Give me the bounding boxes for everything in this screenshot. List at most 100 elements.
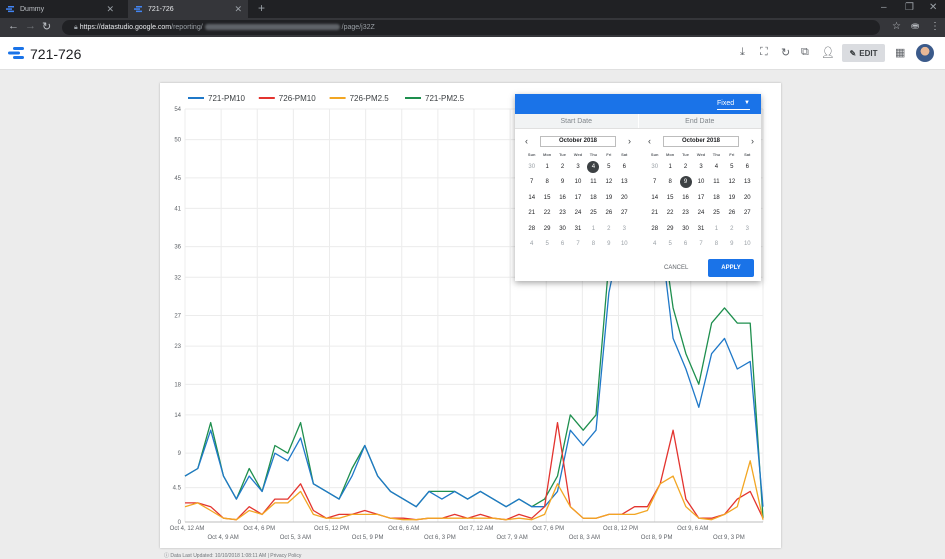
day-cell[interactable]: 4 (530, 241, 534, 248)
day-cell[interactable]: 6 (745, 163, 749, 170)
day-cell[interactable]: 9 (678, 175, 693, 191)
prev-month-icon[interactable]: ‹ (525, 136, 528, 146)
download-icon[interactable]: ⤓ (740, 46, 745, 58)
day-cell[interactable]: 20 (620, 194, 628, 201)
day-cell[interactable]: 11 (590, 179, 597, 186)
close-window-icon[interactable]: ✕ (929, 2, 938, 13)
day-cell[interactable]: 2 (607, 225, 611, 232)
day-cell[interactable]: 30 (528, 163, 536, 170)
day-cell[interactable]: 29 (543, 225, 551, 232)
day-cell[interactable]: 29 (666, 225, 674, 232)
browser-tab-721-726[interactable]: 721-726 ✕ (128, 0, 248, 18)
day-cell[interactable]: 25 (713, 210, 720, 217)
day-cell[interactable]: 8 (668, 179, 672, 186)
apply-button[interactable]: APPLY (708, 259, 754, 277)
day-cell[interactable]: 30 (559, 225, 566, 232)
next-month-icon[interactable]: › (751, 136, 754, 146)
address-bar[interactable]: 🔒︎ https://datastudio.google.com/reporti… (62, 20, 880, 35)
share-icon[interactable]: 👤︎ (821, 47, 835, 59)
day-cell[interactable]: 8 (591, 241, 596, 248)
month-selector[interactable]: October 2018 (663, 136, 739, 147)
day-cell[interactable]: 1 (668, 163, 672, 170)
datastudio-logo-icon[interactable] (8, 47, 24, 59)
day-cell[interactable]: 11 (713, 179, 720, 186)
day-cell[interactable]: 12 (605, 179, 613, 186)
day-cell[interactable]: 5 (607, 163, 611, 170)
prev-month-icon[interactable]: ‹ (648, 136, 651, 146)
day-cell[interactable]: 16 (682, 194, 689, 201)
fullscreen-icon[interactable]: ⛶ (760, 46, 768, 58)
day-cell[interactable]: 12 (728, 179, 736, 186)
day-cell[interactable]: 14 (651, 194, 659, 201)
day-cell[interactable]: 10 (743, 241, 751, 248)
day-cell[interactable]: 7 (530, 179, 534, 186)
day-cell[interactable]: 4 (714, 163, 719, 170)
day-cell[interactable]: 2 (560, 163, 565, 170)
browser-tab-dummy[interactable]: Dummy ✕ (0, 0, 120, 18)
day-cell[interactable]: 24 (697, 210, 705, 217)
user-avatar[interactable] (916, 44, 934, 62)
day-cell[interactable]: 2 (730, 225, 734, 232)
forward-icon[interactable]: → (25, 20, 36, 32)
selected-day[interactable]: 9 (679, 176, 692, 189)
day-cell[interactable]: 5 (668, 241, 672, 248)
day-cell[interactable]: 4 (653, 241, 657, 248)
day-cell[interactable]: 1 (591, 225, 596, 232)
day-cell[interactable]: 18 (713, 194, 720, 201)
day-cell[interactable]: 1 (714, 225, 719, 232)
reload-icon[interactable]: ↻ (42, 21, 52, 33)
day-cell[interactable]: 9 (730, 241, 734, 248)
day-cell[interactable]: 22 (543, 210, 551, 217)
day-cell[interactable]: 24 (574, 210, 582, 217)
day-cell[interactable]: 15 (543, 194, 551, 201)
minimize-icon[interactable]: – (881, 2, 887, 13)
day-cell[interactable]: 7 (699, 241, 703, 248)
day-cell[interactable]: 23 (559, 210, 566, 217)
day-cell[interactable]: 3 (745, 225, 749, 232)
incognito-icon[interactable]: ⛂ (911, 21, 920, 32)
day-cell[interactable]: 5 (545, 241, 549, 248)
back-icon[interactable]: ← (8, 20, 19, 32)
day-cell[interactable]: 10 (697, 179, 705, 186)
day-cell[interactable]: 23 (682, 210, 689, 217)
day-cell[interactable]: 28 (651, 225, 659, 232)
new-tab-icon[interactable]: + (258, 1, 266, 15)
day-cell[interactable]: 7 (653, 179, 657, 186)
day-cell[interactable]: 30 (651, 163, 659, 170)
next-month-icon[interactable]: › (628, 136, 631, 146)
bookmark-star-icon[interactable]: ☆ (892, 21, 901, 32)
day-cell[interactable]: 3 (699, 163, 703, 170)
day-cell[interactable]: 22 (666, 210, 674, 217)
day-cell[interactable]: 16 (559, 194, 566, 201)
day-cell[interactable]: 15 (666, 194, 674, 201)
day-cell[interactable]: 13 (620, 179, 628, 186)
day-cell[interactable]: 10 (574, 179, 582, 186)
day-cell[interactable]: 21 (651, 210, 659, 217)
day-cell[interactable]: 4 (586, 159, 601, 175)
day-cell[interactable]: 28 (528, 225, 536, 232)
day-cell[interactable]: 31 (697, 225, 705, 232)
selected-day[interactable]: 4 (587, 160, 600, 173)
day-cell[interactable]: 5 (730, 163, 734, 170)
day-cell[interactable]: 25 (590, 210, 597, 217)
day-cell[interactable]: 17 (697, 194, 705, 201)
month-selector[interactable]: October 2018 (540, 136, 616, 147)
day-cell[interactable]: 19 (728, 194, 736, 201)
day-cell[interactable]: 1 (545, 163, 549, 170)
day-cell[interactable]: 3 (576, 163, 580, 170)
day-cell[interactable]: 26 (728, 210, 736, 217)
day-cell[interactable]: 8 (545, 179, 549, 186)
day-cell[interactable]: 20 (743, 194, 751, 201)
day-cell[interactable]: 6 (560, 241, 565, 248)
apps-grid-icon[interactable]: ▦ (895, 47, 906, 59)
day-cell[interactable]: 10 (620, 241, 628, 248)
day-cell[interactable]: 30 (682, 225, 689, 232)
chrome-menu-icon[interactable]: ⋮ (930, 21, 940, 32)
day-cell[interactable]: 9 (607, 241, 611, 248)
restore-icon[interactable]: ❐ (905, 2, 914, 13)
report-title[interactable]: 721-726 (30, 46, 82, 62)
close-tab-icon[interactable]: ✕ (234, 4, 242, 14)
day-cell[interactable]: 2 (683, 163, 688, 170)
day-cell[interactable]: 8 (714, 241, 719, 248)
close-tab-icon[interactable]: ✕ (106, 4, 114, 14)
